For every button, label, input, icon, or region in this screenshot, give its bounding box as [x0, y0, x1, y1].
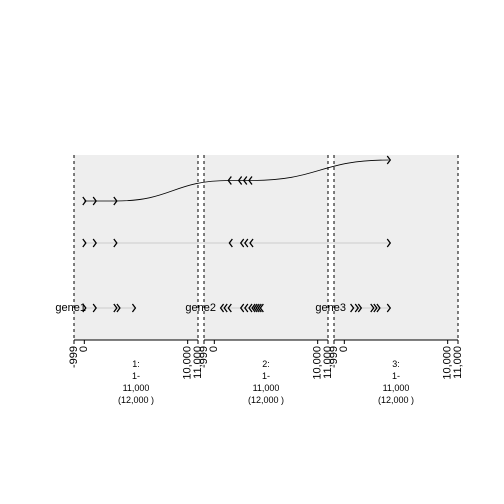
- middle-marker: [249, 238, 254, 248]
- panel-label: 1-: [132, 371, 140, 381]
- panel-label: 11,000: [253, 383, 280, 393]
- panel-background: [204, 155, 328, 340]
- panel-background: [74, 155, 198, 340]
- gene-marker: [350, 303, 355, 313]
- gene-marker: [116, 303, 121, 313]
- panel-label: (12,000 ): [378, 395, 414, 405]
- gene-marker: [386, 303, 392, 313]
- x-tick-label: 10,000: [442, 346, 454, 380]
- panel-label: 3:: [392, 359, 400, 369]
- panel-label: 1-: [392, 371, 400, 381]
- x-tick-label: 11,000: [452, 346, 464, 379]
- gene-marker: [251, 303, 256, 313]
- middle-marker: [239, 238, 245, 248]
- x-tick-label: -999: [68, 346, 80, 368]
- top-marker: [227, 176, 232, 185]
- gene-marker: [92, 303, 97, 313]
- x-tick-label: 11,000: [192, 346, 204, 379]
- x-tick-label: 0: [338, 346, 350, 352]
- panel-label: 2:: [262, 359, 270, 369]
- gene-marker: [223, 303, 228, 313]
- middle-marker: [92, 238, 97, 248]
- gene-marker: [257, 303, 262, 313]
- x-tick-label: 11,000: [322, 346, 334, 379]
- gene-marker: [253, 303, 258, 313]
- top-marker: [92, 196, 97, 206]
- x-tick-label: -999: [328, 346, 340, 368]
- top-curve: [84, 159, 389, 202]
- panel-label: 1-: [262, 371, 270, 381]
- gene-marker: [255, 303, 260, 313]
- panel-label: 11,000: [123, 383, 150, 393]
- top-marker: [82, 196, 87, 206]
- gene-label: gene3: [315, 302, 346, 314]
- middle-marker: [228, 238, 233, 248]
- middle-marker: [244, 238, 249, 248]
- x-tick-label: 0: [78, 346, 90, 352]
- top-marker: [248, 176, 253, 185]
- panel-label: 11,000: [383, 383, 410, 393]
- gene-marker: [227, 303, 232, 313]
- panel-label: (12,000 ): [118, 395, 154, 405]
- x-tick-label: 10,000: [312, 346, 324, 380]
- middle-marker: [113, 238, 118, 248]
- gene-marker: [376, 303, 381, 313]
- top-marker: [386, 155, 392, 165]
- x-tick-label: 10,000: [182, 346, 194, 380]
- gene-marker: [82, 303, 87, 313]
- panel-label: (12,000 ): [248, 395, 284, 405]
- gene-label: gene2: [185, 302, 216, 314]
- gene-marker: [239, 303, 245, 313]
- middle-marker: [82, 238, 87, 248]
- gene-marker: [248, 303, 253, 313]
- top-marker: [113, 196, 118, 206]
- gene-marker: [113, 303, 118, 313]
- gene-marker: [131, 303, 137, 313]
- middle-marker: [386, 238, 392, 248]
- gene-marker: [354, 303, 360, 313]
- gene-label: gene1: [55, 302, 86, 314]
- panel-label: 1:: [132, 359, 140, 369]
- top-marker: [243, 176, 248, 185]
- gene-marker: [259, 303, 264, 313]
- x-tick-label: -999: [198, 346, 210, 368]
- gene-marker: [357, 303, 363, 313]
- gene-marker: [370, 303, 375, 313]
- gene-marker: [219, 303, 225, 313]
- gene-marker: [373, 303, 378, 313]
- top-marker: [237, 176, 243, 185]
- gene-marker: [244, 303, 249, 313]
- panel-background: [334, 155, 458, 340]
- x-tick-label: 0: [208, 346, 220, 352]
